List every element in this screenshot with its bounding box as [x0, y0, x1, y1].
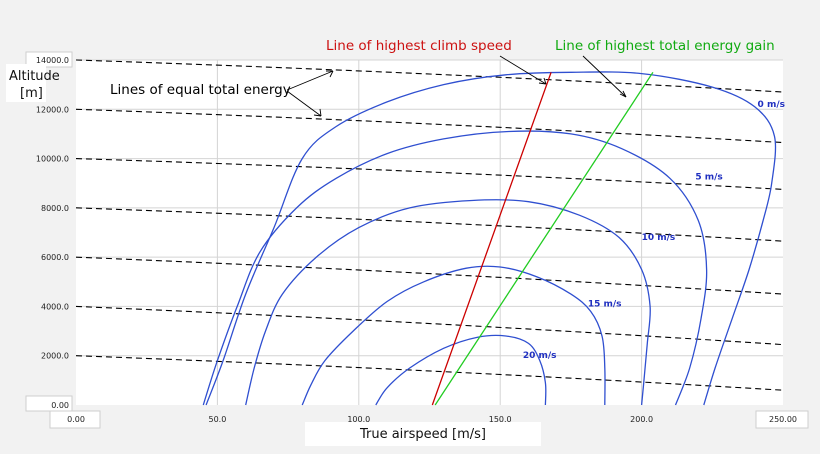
energy-arrow-upper	[286, 70, 334, 91]
climb-rate-contour	[375, 334, 547, 406]
energy-gain-label: Line of highest total energy gain	[555, 38, 775, 54]
gain-arrow	[582, 55, 627, 98]
climb-rate-contour	[245, 199, 651, 406]
y-tick-label: 8000.0	[41, 204, 69, 213]
x-tick-label: 250.00	[769, 415, 797, 424]
x-axis-title-box	[305, 422, 541, 446]
energy-arrowhead-upper	[326, 70, 334, 78]
climb-rate-contour	[301, 265, 606, 406]
optimal-lines	[431, 71, 654, 406]
y-tick-label: 2000.0	[41, 352, 69, 361]
x-tick-label: 50.0	[208, 415, 226, 424]
annotation-arrows	[286, 55, 627, 117]
contour-label: 15 m/s	[588, 299, 622, 309]
contour-label: 20 m/s	[523, 351, 557, 361]
y-tick-box-top	[25, 51, 73, 68]
equal-energy-line	[75, 207, 784, 242]
y-tick-label: 12000.0	[36, 105, 69, 114]
x-axis-title: True airspeed [m/s]	[359, 427, 486, 442]
climb-arrow	[499, 55, 547, 85]
climb-rate-contour	[202, 130, 708, 406]
x-tick-box-right	[755, 410, 809, 429]
y-tick-label: 4000.0	[41, 302, 69, 311]
energy-arrow-lower	[286, 90, 322, 117]
plot-background	[76, 60, 783, 405]
x-tick-label: 150.0	[489, 415, 512, 424]
equal-energy-line	[75, 158, 784, 190]
climb-rate-contours: 0 m/s 5 m/s 10 m/s 15 m/s 20 m/s	[202, 71, 785, 406]
x-tick-label: 200.0	[630, 415, 653, 424]
energy-arrowhead-lower	[313, 108, 322, 117]
y-axis-title-box	[6, 64, 46, 102]
y-tick-label: 14000.0	[36, 56, 69, 65]
highest-climb-speed-line	[431, 72, 552, 406]
y-tick-label: 0.00	[51, 401, 69, 410]
x-tick-label: 100.0	[347, 415, 370, 424]
y-tick-label: 10000.0	[36, 155, 69, 164]
y-tick-label: 6000.0	[41, 253, 69, 262]
equal-energy-line	[75, 108, 784, 144]
tick-labels: 0.00 2000.0 4000.0 6000.0 8000.0 10000.0 12000…	[36, 56, 797, 424]
energy-lines-label: Lines of equal total energy	[110, 82, 291, 98]
equal-energy-line	[75, 305, 784, 346]
equal-energy-line	[75, 355, 784, 391]
climb-rate-contour	[205, 71, 777, 406]
contour-label: 5 m/s	[695, 173, 722, 183]
equal-energy-line	[75, 256, 784, 295]
x-tick-box-left	[49, 410, 101, 429]
y-tick-box-bottom	[25, 395, 73, 412]
highest-energy-gain-line	[434, 71, 654, 406]
gain-arrowhead	[619, 90, 627, 98]
x-tick-label: 0.00	[67, 415, 85, 424]
equal-energy-line	[75, 59, 784, 93]
climb-speed-label: Line of highest climb speed	[326, 38, 512, 54]
contour-label: 0 m/s	[758, 100, 785, 110]
y-axis-unit: [m]	[20, 86, 43, 101]
climb-arrowhead	[538, 77, 547, 85]
y-axis-title: Altitude	[9, 69, 60, 84]
equal-energy-lines	[75, 59, 784, 391]
contour-label: 10 m/s	[642, 233, 676, 243]
